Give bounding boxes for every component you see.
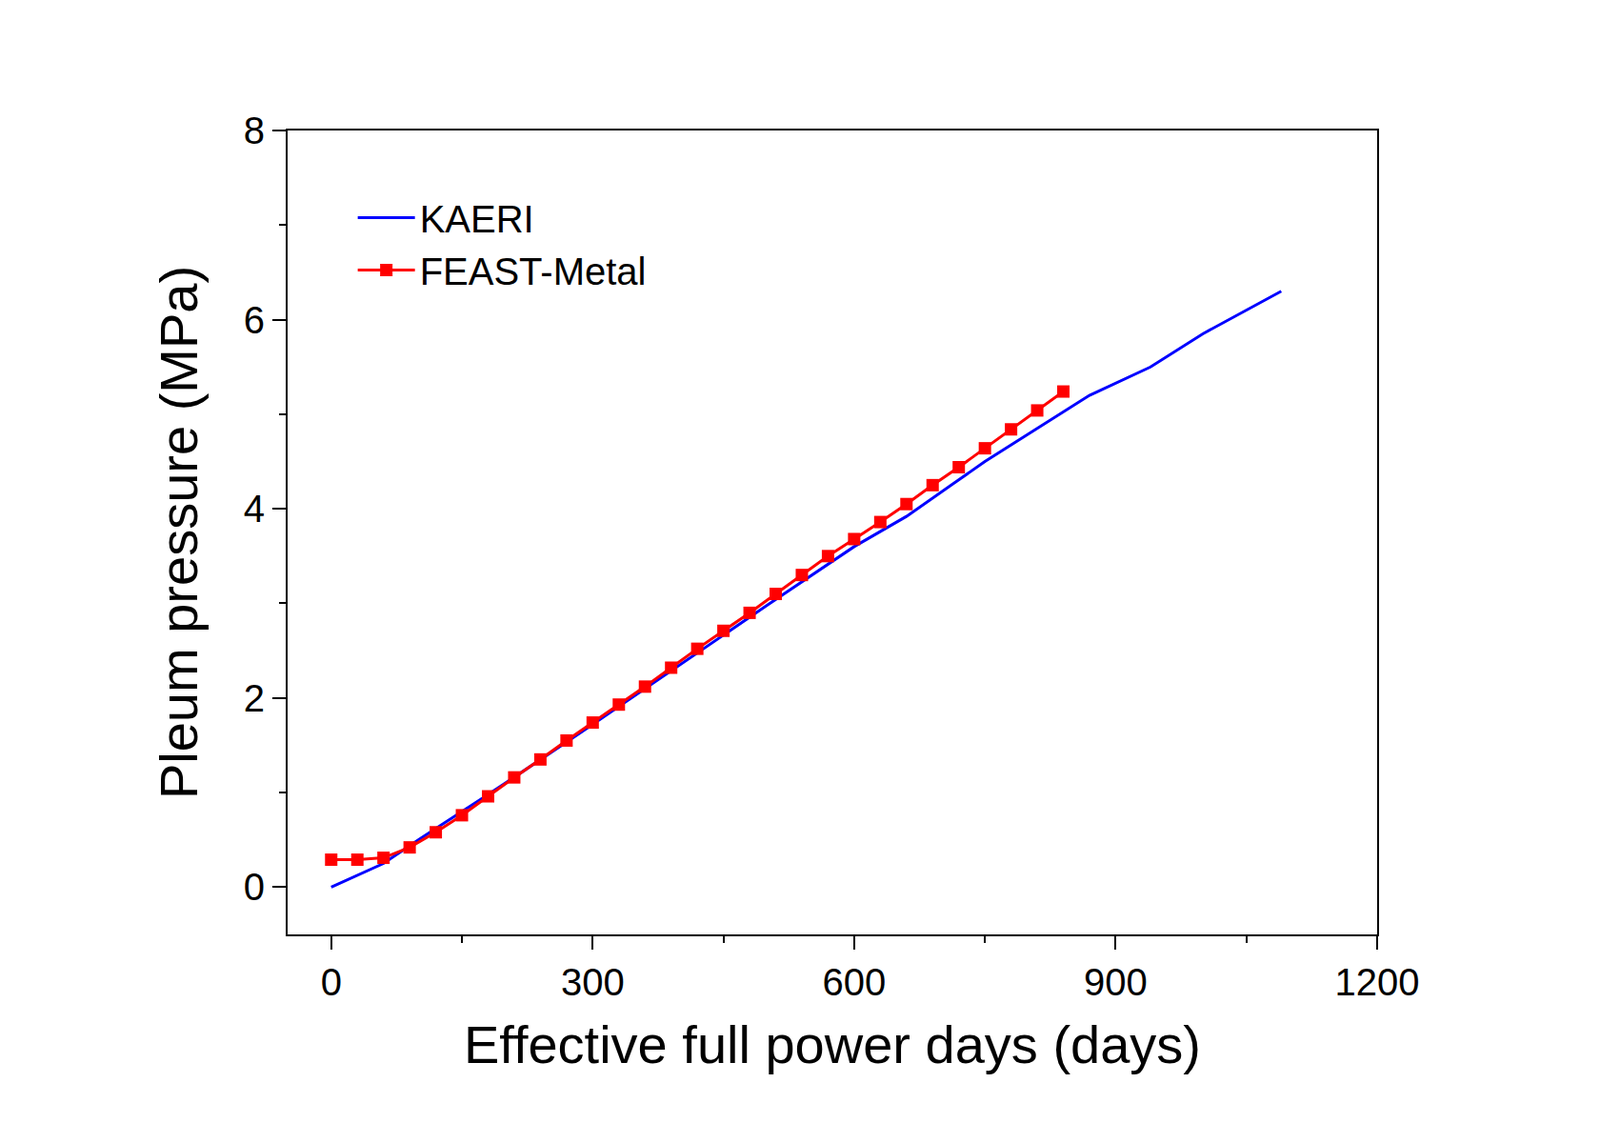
svg-text:6: 6 (243, 299, 265, 341)
svg-text:600: 600 (822, 960, 887, 1003)
svg-text:FEAST-Metal: FEAST-Metal (420, 250, 647, 293)
svg-text:300: 300 (560, 960, 625, 1003)
svg-text:1200: 1200 (1335, 960, 1420, 1003)
svg-text:0: 0 (320, 960, 342, 1003)
svg-text:0: 0 (243, 865, 265, 908)
svg-text:8: 8 (243, 109, 265, 152)
svg-text:Pleum pressure (MPa): Pleum pressure (MPa) (148, 265, 209, 800)
svg-text:2: 2 (243, 677, 265, 720)
svg-text:KAERI: KAERI (420, 198, 535, 240)
svg-text:900: 900 (1083, 960, 1148, 1003)
svg-text:Effective full power days (day: Effective full power days (days) (463, 1014, 1201, 1075)
svg-text:4: 4 (243, 487, 265, 530)
